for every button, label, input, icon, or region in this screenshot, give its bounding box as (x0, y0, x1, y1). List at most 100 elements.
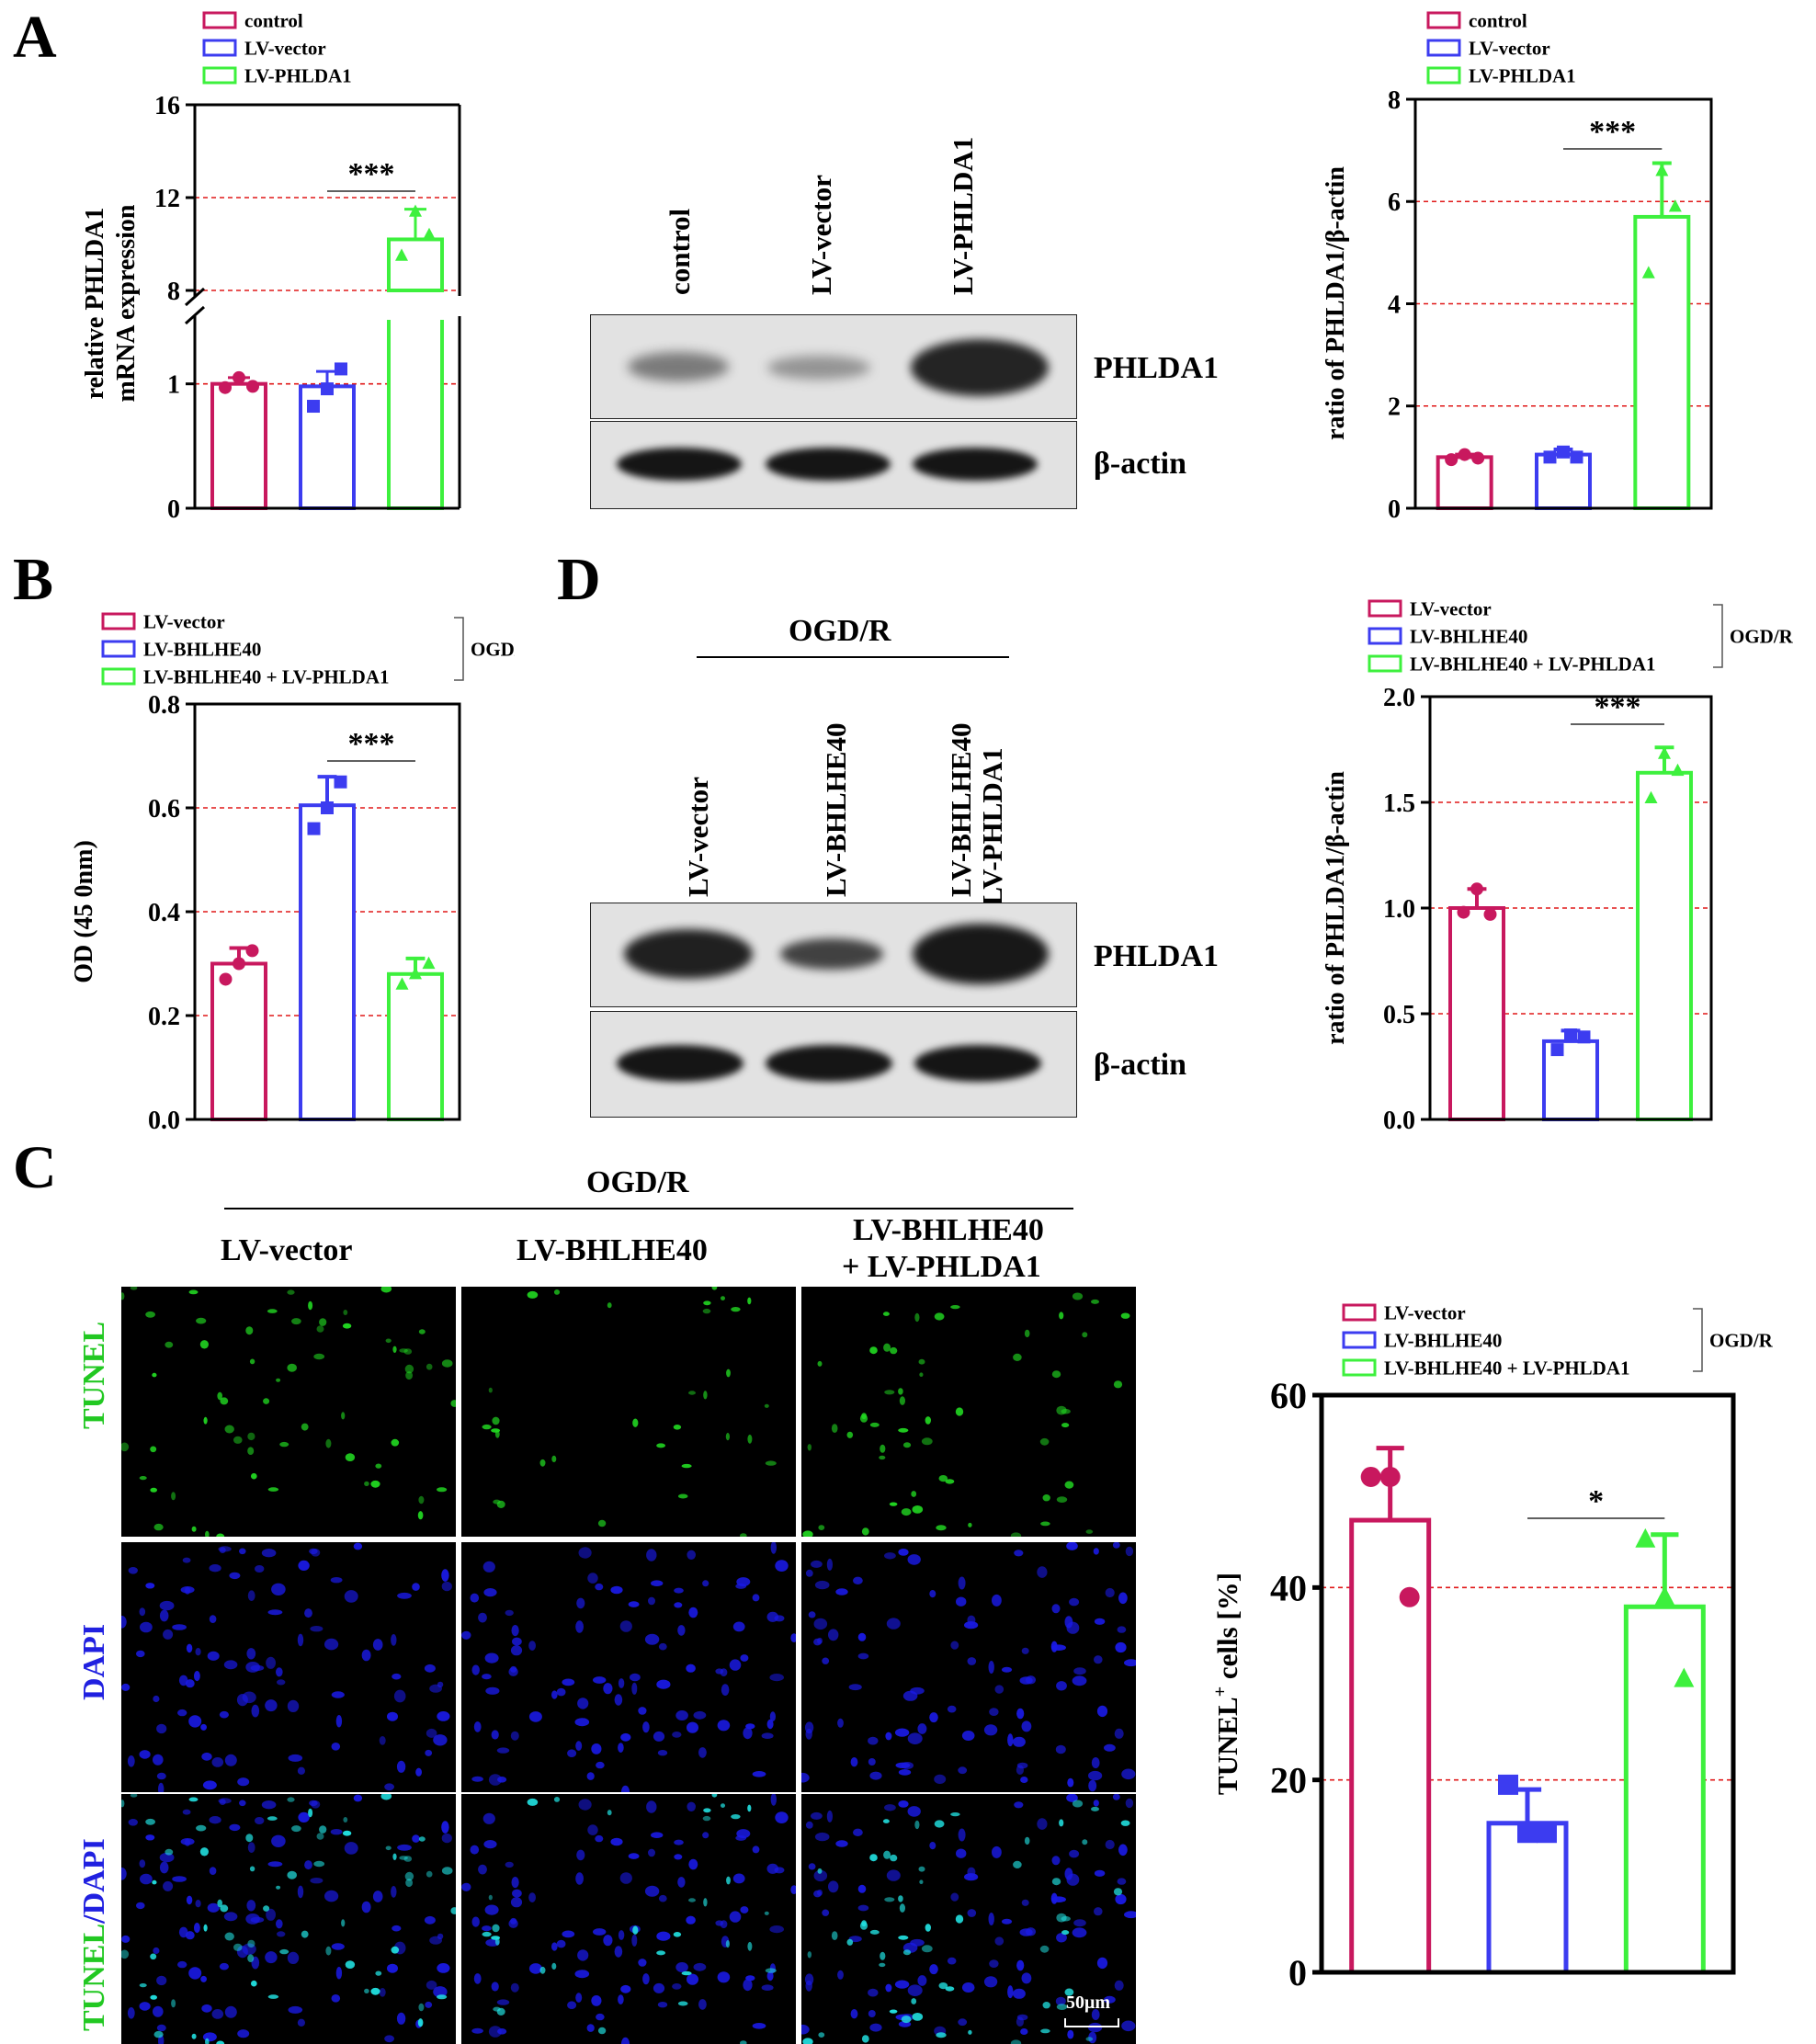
nucleus (593, 1928, 607, 1936)
tunel-cell (702, 1308, 711, 1314)
a-right-ytick-label-3: 6 (1388, 188, 1401, 217)
nucleus (255, 1565, 265, 1573)
nucleus (128, 1567, 138, 1574)
nucleus (603, 1935, 613, 1947)
c-legend-label-1: LV-BHLHE40 (1384, 1329, 1502, 1351)
tunel-cell (883, 1850, 891, 1859)
c-bar-0 (1349, 1517, 1432, 1975)
d-legend-box-1 (1368, 627, 1402, 645)
nucleus (1066, 1794, 1078, 1802)
nucleus (674, 1587, 684, 1594)
tunel-cell (688, 1898, 696, 1902)
nucleus (185, 1679, 195, 1688)
nucleus (1094, 1618, 1106, 1625)
nucleus (139, 1859, 146, 1868)
a-right-ytick-label-4: 8 (1388, 86, 1401, 115)
nucleus (1093, 1800, 1099, 1807)
b-ytick-label-0: 0.0 (148, 1107, 180, 1135)
tunel-cell (224, 1932, 234, 1941)
nucleus (964, 1873, 979, 1881)
tunel-cell (725, 1940, 730, 1948)
micro-image-r2-c2 (801, 1794, 1136, 2044)
tunel-cell (747, 1941, 753, 1951)
nucleus (837, 1970, 844, 1980)
tunel-cell (551, 1962, 557, 1970)
tunel-cell (217, 1899, 222, 1908)
micro-cells-r1-c0 (121, 1542, 452, 1792)
tunel-cell (901, 2016, 912, 2024)
micro-image-r2-c1 (461, 1794, 796, 2044)
nucleus (266, 1908, 276, 1921)
nucleus (620, 1785, 630, 1792)
tunel-cell (375, 1970, 382, 1976)
tunel-cell (1024, 1836, 1030, 1845)
nucleus (1012, 1988, 1026, 1999)
tunel-cell (279, 1441, 289, 1448)
nucleus (610, 1837, 623, 1846)
nucleus (473, 1973, 482, 1984)
a-left-point-0-1 (233, 370, 245, 384)
a-left-legend-label-1: LV-vector (244, 37, 326, 59)
d-point-0-0 (1457, 905, 1470, 919)
tunel-cell (441, 1867, 453, 1875)
tunel-cell (370, 1480, 380, 1488)
nucleus (868, 1736, 879, 1745)
nucleus (511, 1877, 519, 1889)
nucleus (769, 1925, 784, 1934)
nucleus (1072, 1927, 1087, 1938)
nucleus (817, 1889, 823, 1896)
nucleus (770, 1794, 777, 1806)
nucleus (510, 1982, 519, 1993)
b-legend-group: OGD/R (471, 638, 515, 660)
nucleus (638, 1707, 647, 1715)
tunel-cell (342, 1830, 352, 1836)
nucleus (1069, 1597, 1080, 1607)
tunel-cell (418, 1495, 425, 1505)
nucleus (988, 1913, 994, 1925)
nucleus (967, 1909, 977, 1917)
nucleus (136, 1902, 145, 1910)
nucleus (702, 1832, 709, 1839)
blot-d-lane-bhlhe40: LV-BHLHE40 (820, 722, 852, 898)
tunel-cell (145, 1818, 155, 1825)
nucleus (330, 1829, 343, 1835)
micro-image-r2-c0 (121, 1794, 456, 2044)
d-ylabel: ratio of PHLDA1/β-actin (1322, 771, 1350, 1045)
nucleus (743, 1727, 753, 1740)
nucleus (1016, 2014, 1028, 2021)
nucleus (992, 1845, 1002, 1858)
tunel-cell (491, 1428, 501, 1433)
a-left-legend-label-2: LV-PHLDA1 (244, 64, 352, 86)
nucleus (902, 1690, 918, 1701)
tunel-cell (817, 1868, 823, 1874)
c-point-0-1 (1379, 1466, 1401, 1487)
nucleus (596, 1761, 605, 1769)
tunel-cell (889, 2009, 898, 2014)
tunel-cell (267, 1487, 279, 1492)
nucleus (195, 1900, 201, 1908)
nucleus (593, 1676, 607, 1684)
nucleus (828, 1880, 839, 1893)
b-legend-box-2 (101, 667, 136, 686)
nucleus (433, 1986, 448, 1998)
a-left-point-1-2 (335, 362, 347, 376)
tunel-cell (1082, 1839, 1088, 1845)
tunel-cell (938, 1982, 948, 1990)
nucleus (1117, 1878, 1127, 1885)
nucleus (163, 1880, 174, 1891)
tunel-cell (276, 1885, 281, 1890)
nucleus (1091, 1757, 1100, 1768)
blot-a-actin-strip (590, 421, 1077, 509)
tunel-cell (918, 1358, 925, 1365)
tunel-cell (130, 1794, 138, 1798)
nucleus (769, 1674, 784, 1682)
nucleus (631, 1934, 638, 1947)
nucleus (958, 1576, 966, 1590)
nucleus (1056, 1933, 1067, 1943)
a-right-point-2-2 (1668, 199, 1682, 212)
tunel-cell (152, 1879, 157, 1885)
tunel-cell (936, 2032, 947, 2038)
nucleus (886, 1618, 901, 1630)
nucleus (1105, 1587, 1115, 1598)
nucleus (638, 1959, 647, 1967)
